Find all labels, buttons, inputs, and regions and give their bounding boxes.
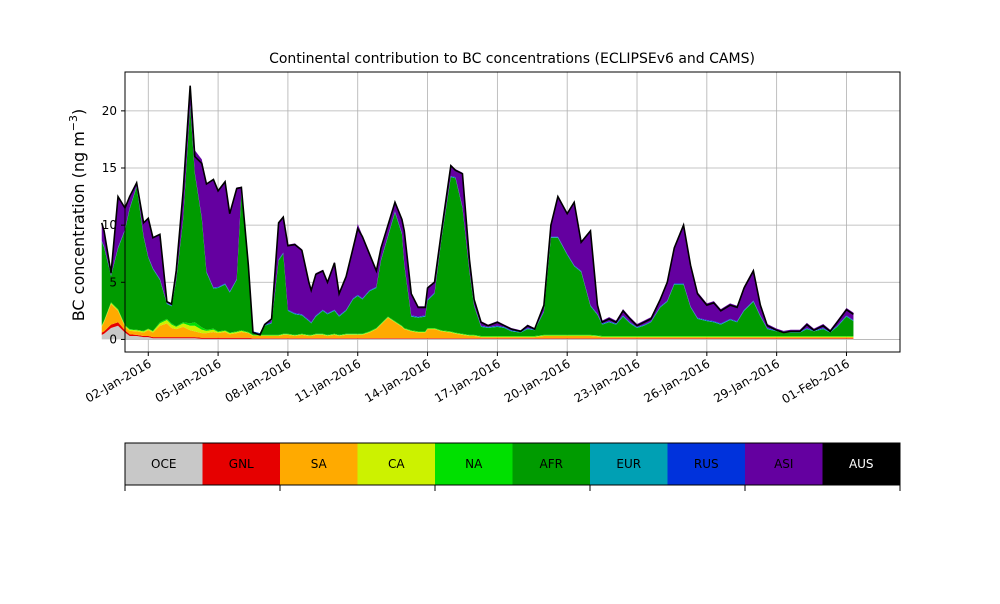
legend-frame [124, 442, 901, 486]
y-axis-ticks: 0 5 10 15 20 [102, 104, 125, 346]
area-series-sa [101, 304, 854, 339]
legend-label-eur: EUR [616, 457, 641, 471]
y-axis-label: BC concentration (ng m−3) [67, 109, 88, 322]
y-tick-label-1: 5 [109, 275, 117, 289]
legend-swatch-sa [280, 443, 358, 485]
legend-swatch-oce [125, 443, 203, 485]
plot-frame [124, 71, 901, 353]
legend-swatch-na [435, 443, 513, 485]
y-tick-label-4: 20 [102, 104, 117, 118]
grid [125, 72, 900, 352]
area-series-asi [101, 85, 854, 334]
legend-swatch-gnl [202, 443, 280, 485]
area-series-afr [101, 106, 854, 336]
y-axis-label-close: ) [69, 109, 88, 115]
legend-label-afr: AFR [540, 457, 563, 471]
legend-swatch-eur [590, 443, 668, 485]
y-axis-label-superscript: −3 [67, 115, 80, 131]
legend-label-sa: SA [311, 457, 328, 471]
y-tick-label-3: 15 [102, 161, 117, 175]
y-tick-label-0: 0 [109, 332, 117, 346]
legend-label-asi: ASI [774, 457, 793, 471]
legend-label-rus: RUS [694, 457, 719, 471]
stacked-areas [101, 85, 854, 340]
legend-label-ca: CA [388, 457, 405, 471]
legend-label-gnl: GNL [229, 457, 254, 471]
legend-label-aus: AUS [849, 457, 874, 471]
legend-swatch-ca [357, 443, 435, 485]
legend-swatch-aus [822, 443, 900, 485]
area-series-gnl [101, 322, 854, 339]
legend-swatch-rus [667, 443, 745, 485]
legend-label-oce: OCE [151, 457, 176, 471]
legend-label-na: NA [465, 457, 483, 471]
y-axis-label-main: BC concentration (ng m [69, 131, 88, 321]
total-outline [100, 85, 854, 336]
legend-swatch-asi [745, 443, 823, 485]
y-tick-label-2: 10 [102, 218, 117, 232]
colorbar-legend: OCE GNL SA CA NA AFR EUR RUS ASI AUS [124, 442, 901, 491]
legend-swatch-afr [512, 443, 590, 485]
chart-title: Continental contribution to BC concentra… [269, 51, 755, 67]
